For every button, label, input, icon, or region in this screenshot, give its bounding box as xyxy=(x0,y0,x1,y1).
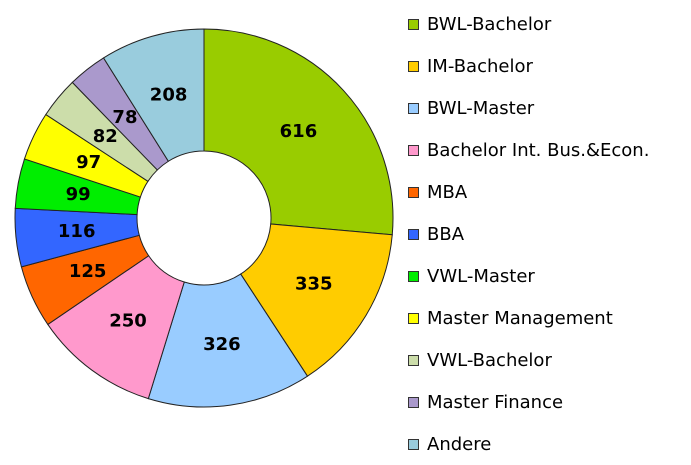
legend-swatch xyxy=(408,228,419,240)
legend-item-0: BWL-Bachelor xyxy=(408,3,649,45)
legend-item-3: Bachelor Int. Bus.&Econ. xyxy=(408,129,649,171)
legend-label: VWL-Bachelor xyxy=(427,349,552,371)
legend-item-10: Andere xyxy=(408,423,649,465)
data-label-5: 116 xyxy=(58,221,96,242)
legend-swatch xyxy=(408,396,419,408)
data-label-9: 78 xyxy=(112,107,137,128)
legend-item-8: VWL-Bachelor xyxy=(408,339,649,381)
legend-label: Master Management xyxy=(427,307,613,329)
data-label-0: 616 xyxy=(280,121,318,142)
legend-item-9: Master Finance xyxy=(408,381,649,423)
slice-3 xyxy=(47,255,185,400)
legend-label: IM-Bachelor xyxy=(427,55,533,77)
legend-label: BBA xyxy=(427,223,465,245)
legend-swatch xyxy=(408,186,419,198)
legend-item-2: BWL-Master xyxy=(408,87,649,129)
legend-label: VWL-Master xyxy=(427,265,535,287)
legend-label: Master Finance xyxy=(427,391,564,413)
legend-swatch xyxy=(408,312,419,324)
legend-swatch xyxy=(408,438,419,450)
legend: BWL-Bachelor IM-Bachelor BWL-Master Bachelo… xyxy=(408,3,649,465)
legend-item-1: IM-Bachelor xyxy=(408,45,649,87)
legend-item-5: BBA xyxy=(408,213,649,255)
legend-item-7: Master Management xyxy=(408,297,649,339)
legend-label: Andere xyxy=(427,433,492,455)
data-label-7: 97 xyxy=(76,152,101,173)
slice-2 xyxy=(147,273,309,408)
legend-swatch xyxy=(408,144,419,156)
data-label-1: 335 xyxy=(295,273,333,294)
data-label-3: 250 xyxy=(109,310,147,331)
data-label-6: 99 xyxy=(66,184,91,205)
legend-label: BWL-Bachelor xyxy=(427,13,552,35)
legend-label: Bachelor Int. Bus.&Econ. xyxy=(427,139,650,161)
data-label-2: 326 xyxy=(203,334,241,355)
data-label-4: 125 xyxy=(69,261,107,282)
slice-10 xyxy=(102,28,205,162)
slice-1 xyxy=(239,223,393,377)
legend-item-6: VWL-Master xyxy=(408,255,649,297)
legend-label: MBA xyxy=(427,181,468,203)
legend-label: BWL-Master xyxy=(427,97,535,119)
data-label-10: 208 xyxy=(150,84,188,105)
legend-swatch xyxy=(408,60,419,72)
legend-item-4: MBA xyxy=(408,171,649,213)
legend-swatch xyxy=(408,102,419,114)
slice-0 xyxy=(203,28,394,236)
legend-swatch xyxy=(408,354,419,366)
legend-swatch xyxy=(408,270,419,282)
legend-swatch xyxy=(408,18,419,30)
data-label-8: 82 xyxy=(93,126,118,147)
